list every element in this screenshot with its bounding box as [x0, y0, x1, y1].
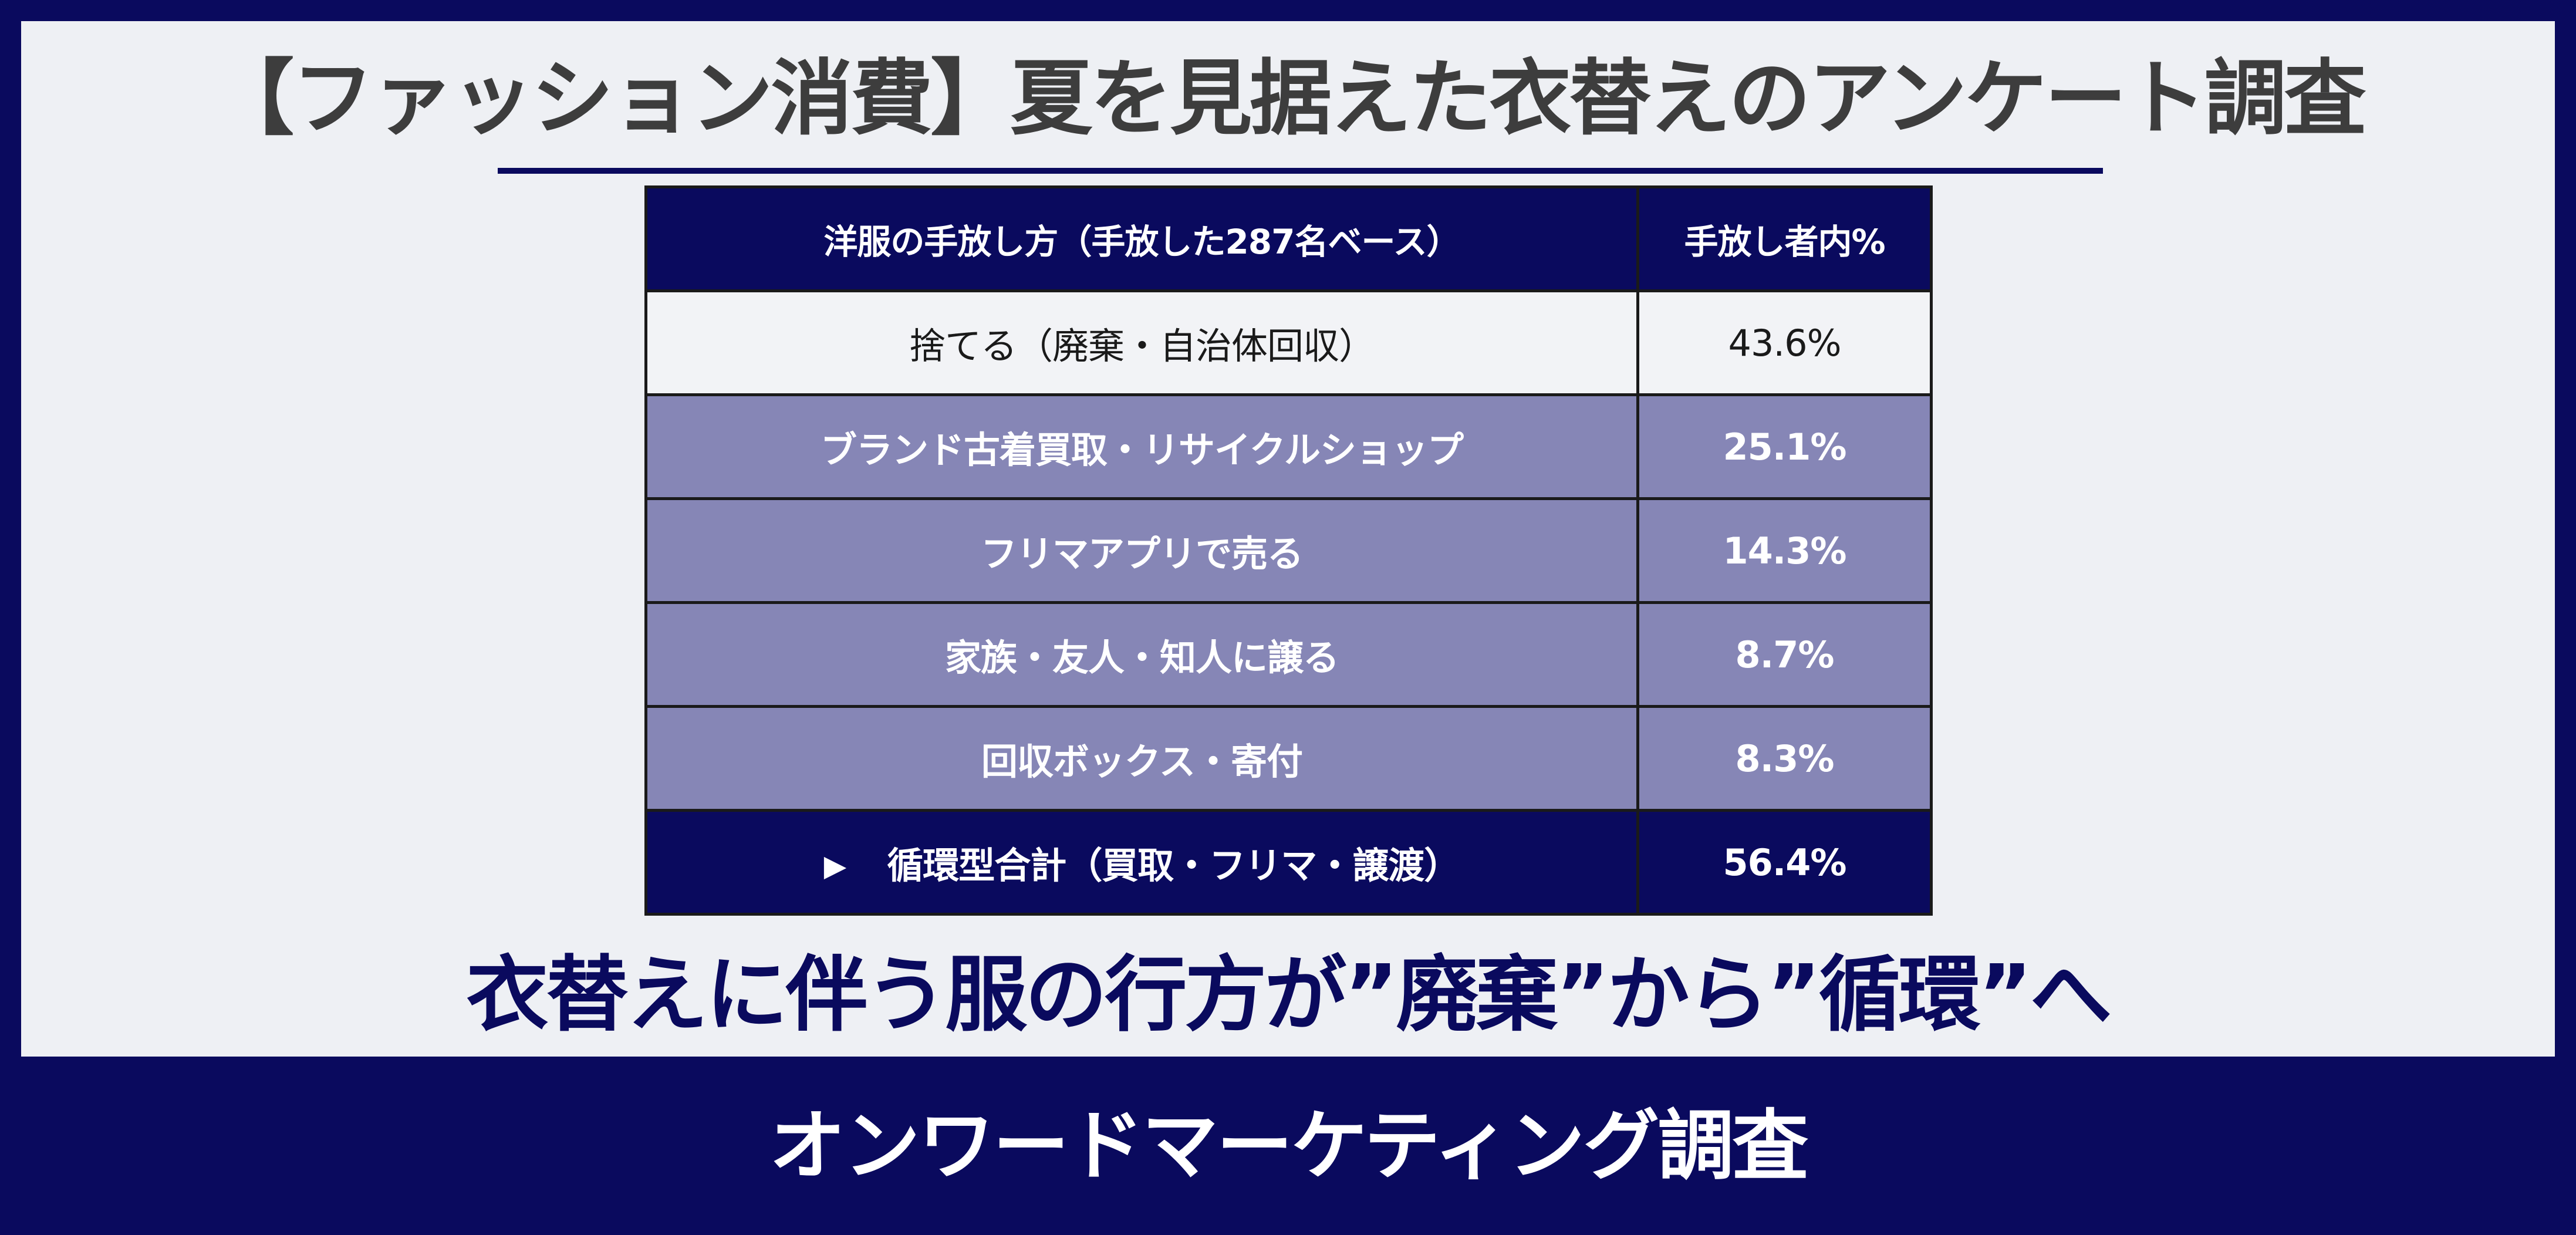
method-cell: 回収ボックス・寄付 — [644, 705, 1639, 812]
percent-cell: 43.6% — [1636, 289, 1933, 396]
percent-cell: 14.3% — [1636, 497, 1933, 604]
method-cell: ブランド古着買取・リサイクルショップ — [644, 393, 1639, 500]
table-row: 回収ボックス・寄付 8.3% — [644, 705, 1933, 812]
column-header-method: 洋服の手放し方（手放した287名ベース） — [644, 185, 1639, 292]
method-cell: 捨てる（廃棄・自治体回収） — [644, 289, 1639, 396]
table-row: 家族・友人・知人に譲る 8.7% — [644, 601, 1933, 708]
table-row: ブランド古着買取・リサイクルショップ 25.1% — [644, 393, 1933, 500]
method-cell: 家族・友人・知人に譲る — [644, 601, 1639, 708]
footer-text: オンワードマーケティング調査 — [769, 1101, 1809, 1190]
table-header-row: 洋服の手放し方（手放した287名ベース） 手放し者内% — [644, 185, 1933, 292]
method-cell: フリマアプリで売る — [644, 497, 1639, 604]
total-percent-cell: 56.4% — [1636, 809, 1933, 916]
play-arrow-icon: ▶ — [823, 849, 846, 883]
content-panel: 【ファッション消費】夏を見据えた衣替えのアンケート調査 洋服の手放し方（手放した… — [21, 21, 2555, 1057]
percent-cell: 8.3% — [1636, 705, 1933, 812]
total-method-label: 循環型合計（買取・フリマ・譲渡） — [887, 844, 1460, 887]
title-underline — [498, 168, 2103, 174]
total-row: ▶ 循環型合計（買取・フリマ・譲渡） 56.4% — [644, 809, 1933, 916]
footer-banner: オンワードマーケティング調査 — [0, 1057, 2576, 1235]
total-method-cell: ▶ 循環型合計（買取・フリマ・譲渡） — [644, 809, 1639, 916]
column-header-percent: 手放し者内% — [1636, 185, 1933, 292]
percent-cell: 8.7% — [1636, 601, 1933, 708]
table-row: フリマアプリで売る 14.3% — [644, 497, 1933, 604]
page-title: 【ファッション消費】夏を見据えた衣替えのアンケート調査 — [212, 51, 2366, 147]
survey-table: 洋服の手放し方（手放した287名ベース） 手放し者内% 捨てる（廃棄・自治体回収… — [644, 185, 1933, 916]
headline: 衣替えに伴う服の行方が”廃棄”から”循環”へ — [466, 947, 2112, 1043]
percent-cell: 25.1% — [1636, 393, 1933, 500]
table-row: 捨てる（廃棄・自治体回収） 43.6% — [644, 289, 1933, 396]
